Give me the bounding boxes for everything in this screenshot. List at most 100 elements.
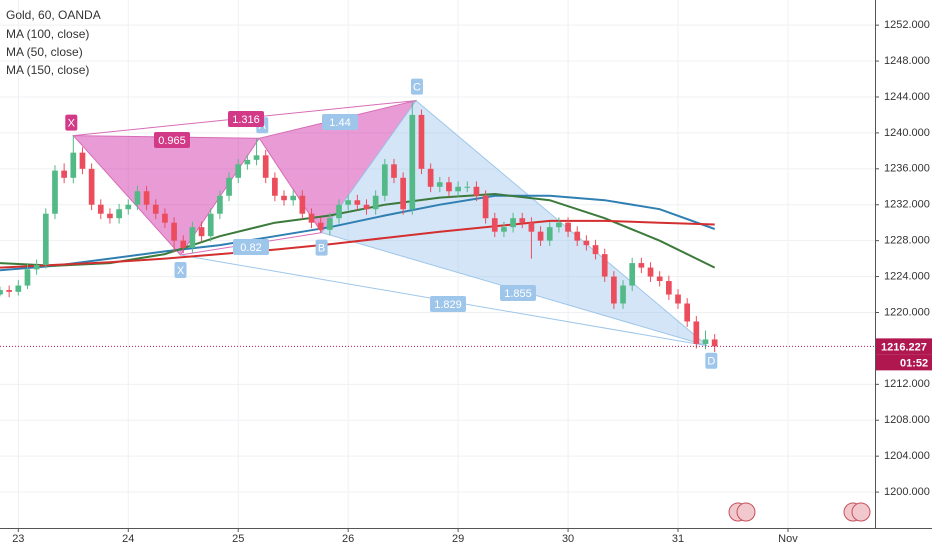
ratio-label: 1.829 (434, 299, 462, 311)
candle-body (372, 195, 379, 210)
candle-body (79, 152, 86, 169)
candle-body (436, 182, 443, 187)
y-tick-label: 1236.000 (884, 163, 930, 175)
ratio-box (322, 114, 358, 130)
candle-body (327, 218, 333, 230)
last-price-box (876, 338, 932, 355)
candle-body (281, 195, 287, 201)
candle-body (290, 195, 297, 201)
y-tick-label: 1244.000 (884, 91, 930, 103)
candle-body (482, 195, 489, 219)
pattern-point-label: C (413, 81, 421, 93)
candle-body (473, 186, 480, 196)
y-tick-label: 1232.000 (884, 199, 930, 211)
candle-body (6, 290, 13, 292)
candle-body (61, 170, 67, 178)
candle-body (354, 200, 361, 205)
candle-body (592, 245, 599, 255)
y-tick-label: 1212.000 (884, 378, 930, 390)
pattern-point-box (174, 262, 187, 279)
candle-body (684, 303, 691, 322)
ratio-box (228, 111, 264, 127)
candle-body (702, 339, 709, 344)
candle-body (198, 227, 205, 237)
pattern-point-box (65, 114, 78, 131)
candle-body (528, 222, 535, 232)
pattern-point-box (315, 239, 328, 256)
candle-body (217, 195, 223, 214)
candle-body (253, 155, 260, 160)
candle-body (656, 276, 663, 282)
ratio-box (154, 132, 190, 148)
candle-body (116, 209, 122, 219)
ratio-label: 0.82 (240, 242, 261, 254)
candle-body (565, 222, 571, 232)
y-tick-label: 1200.000 (884, 486, 930, 498)
x-tick-label: 23 (12, 533, 24, 545)
candle-body (418, 114, 425, 169)
candle-body (244, 159, 251, 165)
event-icon[interactable] (851, 502, 871, 522)
candle-body (299, 195, 306, 214)
candle-body (711, 339, 718, 347)
ratio-label: 0.965 (158, 135, 186, 147)
legend-entry: MA (100, close) (6, 27, 89, 41)
candle-body (189, 227, 196, 248)
last-price-label: 1216.227 (881, 341, 927, 353)
candle-body (52, 170, 58, 214)
x-tick-label: 26 (342, 533, 354, 545)
y-tick-label: 1248.000 (884, 55, 930, 67)
candle-body (409, 114, 416, 210)
countdown-label: 01:52 (900, 357, 928, 369)
candle-body (556, 222, 562, 228)
x-tick-label: 25 (232, 533, 244, 545)
legend-entry: MA (150, close) (6, 63, 89, 77)
candle-body (42, 213, 49, 265)
y-tick-label: 1208.000 (884, 414, 930, 426)
x-tick-label: 30 (562, 533, 574, 545)
candle-body (510, 218, 516, 228)
pattern-point-box (705, 352, 718, 369)
candle-body (381, 164, 388, 196)
ratio-label: 1.855 (504, 288, 532, 300)
ma-line (0, 219, 715, 269)
candle-body (336, 204, 342, 219)
countdown-box (876, 354, 932, 371)
candle-body (180, 240, 187, 248)
plot (0, 99, 718, 352)
candle-body (207, 213, 214, 237)
event-icon[interactable] (736, 502, 756, 522)
ratio-label: 1.316 (232, 114, 260, 126)
candle-body (611, 276, 617, 304)
event-icons (728, 502, 871, 522)
y-tick-label: 1240.000 (884, 127, 930, 139)
y-tick-label: 1220.000 (884, 306, 930, 318)
candle-body (546, 227, 553, 241)
candle-body (308, 213, 315, 223)
candle-body (620, 285, 626, 304)
candle-body (345, 200, 352, 205)
candle-body (693, 321, 700, 344)
candle-body (400, 177, 406, 210)
y-tick-label: 1204.000 (884, 450, 930, 462)
candle-body (638, 263, 645, 268)
pattern-point-label: B (318, 242, 325, 254)
candle-body (226, 177, 232, 196)
candle-body (143, 191, 150, 205)
candle-body (15, 285, 22, 292)
ratio-box (430, 296, 466, 312)
candle-body (583, 240, 590, 246)
candle-body (537, 231, 544, 241)
candle-body (272, 177, 278, 196)
pattern-point-label: D (707, 356, 715, 368)
pattern-point-label: X (177, 265, 185, 277)
candle-body (519, 218, 526, 223)
candle-body (97, 204, 104, 214)
legend-entry: MA (50, close) (6, 45, 83, 59)
candle-body (70, 152, 77, 178)
ratio-label: 1.44 (329, 117, 350, 129)
ratio-box (500, 285, 536, 301)
candle-body (455, 186, 461, 192)
